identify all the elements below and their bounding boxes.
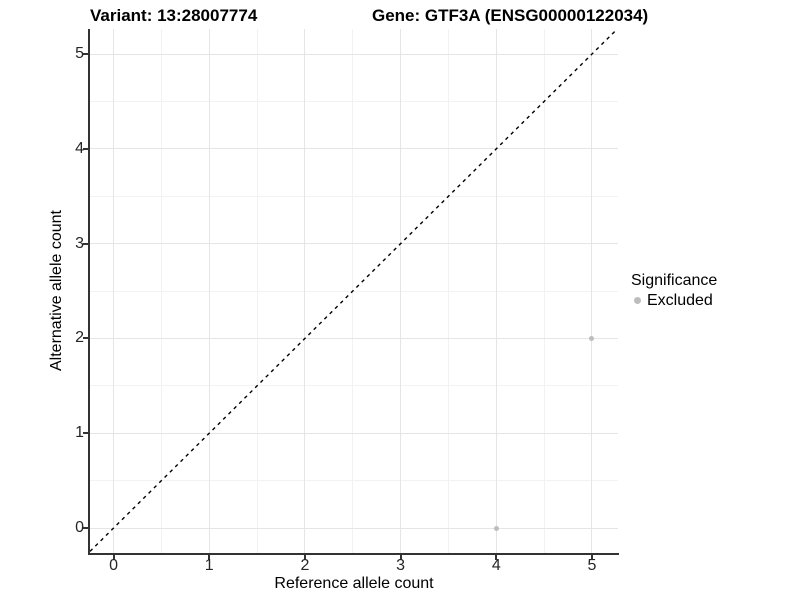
legend-entry-label: Excluded [647, 292, 713, 309]
y-tick-label: 3 [75, 234, 84, 252]
y-tick-label: 2 [75, 329, 84, 347]
y-tick [83, 53, 88, 56]
x-tick-label: 2 [300, 557, 310, 574]
x-tick-label: 3 [396, 557, 406, 574]
y-tick [83, 527, 88, 530]
x-axis-line [88, 553, 619, 555]
y-tick [83, 337, 88, 340]
x-tick-label: 0 [109, 557, 118, 574]
y-tick-label: 1 [75, 424, 84, 442]
variant-title: Variant: 13:28007774 [90, 6, 258, 25]
y-gridline-minor [90, 195, 618, 197]
y-tick [83, 432, 88, 435]
data-point [493, 525, 499, 531]
x-gridline-major [304, 29, 306, 553]
x-gridline-major [591, 29, 593, 553]
y-gridline-major [90, 53, 618, 55]
x-gridline-major [495, 29, 497, 553]
x-tick [495, 555, 498, 560]
identity-line [89, 28, 618, 552]
x-tick [399, 555, 402, 560]
y-gridline-minor [90, 290, 618, 292]
y-gridline-minor [90, 100, 618, 102]
y-gridline-major [90, 432, 618, 434]
x-gridline-major [113, 29, 115, 553]
legend: Significance Excluded [631, 271, 717, 310]
x-tick-label: 5 [587, 557, 597, 574]
x-gridline-major [400, 29, 402, 553]
y-gridline-major [90, 527, 618, 529]
x-axis-title: Reference allele count [274, 575, 434, 592]
excluded-point-icon [634, 297, 641, 304]
y-gridline-minor [90, 385, 618, 387]
legend-entry-excluded: Excluded [631, 291, 717, 310]
data-point [589, 335, 595, 341]
x-gridline-major [208, 29, 210, 553]
y-axis-line [88, 29, 90, 555]
y-axis-title: Alternative allele count [48, 210, 65, 372]
y-gridline-minor [90, 480, 618, 482]
x-tick [590, 555, 593, 560]
y-tick [83, 147, 88, 150]
y-tick-label: 4 [75, 139, 84, 157]
y-gridline-major [90, 148, 618, 150]
legend-title: Significance [631, 272, 718, 289]
x-tick-label: 1 [204, 557, 214, 574]
y-tick-label: 5 [75, 45, 84, 63]
plot-panel [89, 28, 618, 553]
x-tick [303, 555, 306, 560]
gene-title: Gene: GTF3A (ENSG00000122034) [372, 6, 649, 25]
y-tick [83, 242, 88, 245]
x-tick-label: 4 [491, 557, 501, 574]
y-gridline-major [90, 243, 618, 245]
y-tick-label: 0 [75, 519, 84, 537]
x-tick [112, 555, 115, 560]
x-tick [208, 555, 211, 560]
y-gridline-major [90, 337, 618, 339]
